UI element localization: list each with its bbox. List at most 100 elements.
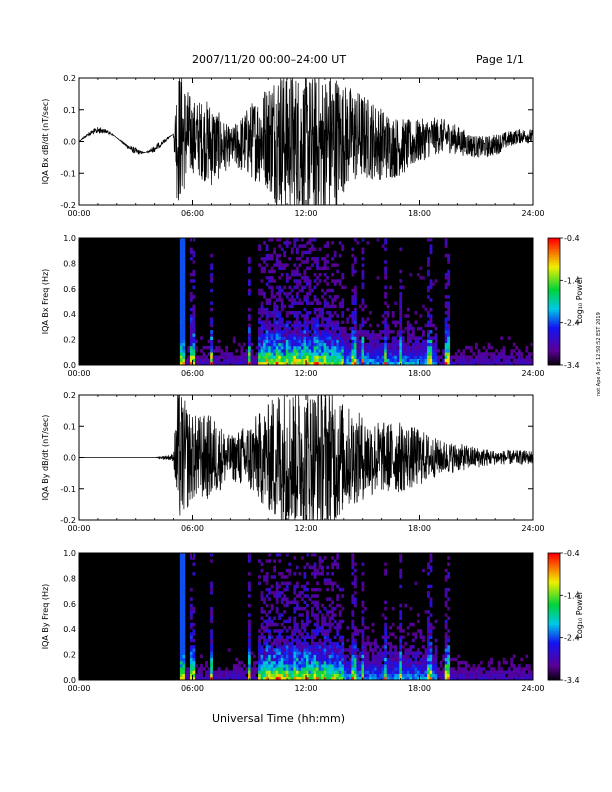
heatmap-cell [379, 349, 382, 353]
heatmap-cell [189, 638, 193, 643]
heatmap-cell [482, 667, 486, 671]
heatmap-cell [230, 355, 234, 359]
colorbar-step [548, 333, 560, 336]
heatmap-cell [351, 676, 355, 681]
heatmap-cell [265, 581, 269, 586]
heatmap-cell [210, 336, 213, 340]
heatmap-cell [487, 660, 491, 665]
heatmap-cell [303, 345, 307, 350]
heatmap-cell [273, 670, 277, 674]
heatmap-cell [212, 361, 216, 366]
heatmap-cell [427, 657, 430, 662]
heatmap-cell [268, 587, 271, 592]
heatmap-cell [316, 314, 319, 318]
heatmap-cell [247, 626, 251, 630]
heatmap-cell [358, 352, 362, 356]
heatmap-cell [459, 673, 463, 678]
heatmap-cell [379, 330, 382, 334]
heatmap-cell [298, 629, 302, 633]
heatmap-cell [245, 358, 249, 363]
heatmap-cell [495, 361, 498, 366]
heatmap-cell [313, 645, 317, 649]
heatmap-cell [222, 355, 226, 359]
heatmap-cell [449, 676, 453, 681]
heatmap-cell [182, 276, 186, 280]
heatmap-cell [353, 581, 357, 586]
heatmap-cell [419, 667, 423, 671]
heatmap-cell [182, 342, 186, 347]
y-axis-label: IQA By dB/dt (nT/sec) [41, 415, 50, 501]
heatmap-cell [195, 345, 198, 350]
heatmap-cell [293, 622, 297, 627]
heatmap-cell [338, 349, 342, 353]
heatmap-cell [192, 660, 196, 665]
heatmap-cell [200, 676, 203, 681]
heatmap-cell [391, 632, 395, 636]
heatmap-cell [300, 654, 304, 659]
heatmap-cell [318, 336, 322, 340]
heatmap-cell [351, 301, 355, 305]
heatmap-cell [179, 250, 183, 255]
heatmap-cell [351, 349, 355, 353]
heatmap-cell [333, 676, 337, 681]
heatmap-cell [424, 673, 428, 678]
heatmap-cell [308, 285, 312, 290]
heatmap-cell [411, 358, 415, 363]
heatmap-cell [429, 361, 433, 366]
heatmap-cell [376, 333, 380, 337]
heatmap-cell [179, 553, 183, 557]
heatmap-cell [444, 241, 448, 245]
y-tick-label: 0.0 [63, 138, 76, 147]
heatmap-cell [298, 279, 302, 283]
heatmap-cell [313, 553, 317, 557]
heatmap-cell [422, 667, 425, 671]
heatmap-cell [477, 673, 481, 678]
heatmap-cell [366, 641, 370, 646]
heatmap-cell [442, 670, 446, 674]
heatmap-cell [346, 345, 350, 350]
heatmap-cell [265, 307, 269, 312]
heatmap-cell [316, 629, 319, 633]
heatmap-cell [265, 352, 269, 356]
heatmap-cell [343, 667, 347, 671]
heatmap-cell [268, 657, 271, 662]
heatmap-cell [290, 269, 294, 274]
heatmap-cell [300, 358, 304, 363]
heatmap-cell [210, 651, 213, 655]
heatmap-cell [273, 295, 277, 299]
heatmap-cell [429, 603, 433, 608]
heatmap-cell [444, 622, 448, 627]
heatmap-cell [427, 257, 430, 261]
heatmap-cell [384, 269, 388, 274]
heatmap-cell [333, 345, 337, 350]
heatmap-cell [321, 266, 324, 271]
heatmap-cell [500, 355, 504, 359]
heatmap-cell [298, 632, 302, 636]
heatmap-cell [328, 578, 332, 582]
heatmap-cell [298, 263, 302, 267]
heatmap-cell [179, 559, 183, 563]
heatmap-cell [384, 606, 388, 611]
heatmap-cell [384, 241, 388, 245]
heatmap-cell [318, 307, 322, 312]
heatmap-cell [179, 257, 183, 261]
heatmap-cell [275, 298, 279, 302]
colorbar-step [548, 318, 560, 321]
heatmap-cell [280, 333, 284, 337]
heatmap-cell [184, 667, 188, 671]
heatmap-cell [472, 361, 476, 366]
heatmap-cell [288, 339, 292, 344]
heatmap-cell [222, 358, 226, 363]
heatmap-cell [457, 349, 461, 353]
heatmap-cell [247, 657, 251, 662]
heatmap-cell [444, 253, 448, 258]
heatmap-cell [457, 361, 461, 366]
heatmap-cell [189, 645, 193, 649]
heatmap-cell [278, 349, 282, 353]
heatmap-cell [306, 619, 309, 624]
heatmap-cell [318, 562, 322, 566]
heatmap-cell [406, 654, 410, 659]
heatmap-cell [406, 345, 410, 350]
heatmap-cell [384, 572, 388, 576]
